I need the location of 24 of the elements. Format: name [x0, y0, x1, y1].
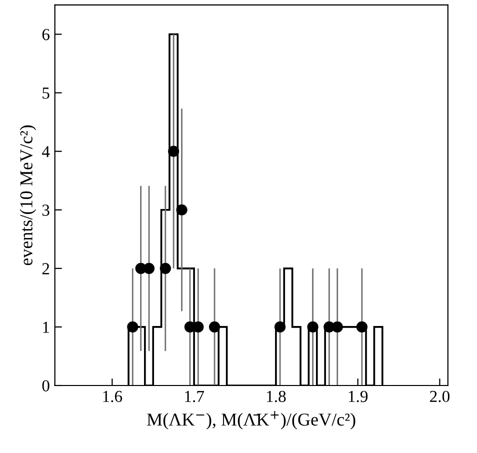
x-axis-title: M(ΛK$^{−}$), M(Λ̄K$^{+}$)/(GeV/c²): [147, 411, 356, 430]
point: [332, 321, 343, 333]
x-tick-label: 1.7: [185, 390, 204, 402]
y-tick-label: 3: [42, 204, 50, 216]
point: [143, 262, 155, 274]
x-tick-label: 1.8: [266, 390, 286, 402]
x-tick-label: 2.0: [430, 390, 450, 402]
y-tick-label: 2: [42, 263, 50, 274]
point: [127, 321, 138, 333]
y-tick-label: 0: [42, 380, 50, 392]
point: [208, 321, 220, 333]
y-tick-label: 5: [42, 88, 50, 99]
y-tick-label: 1: [43, 322, 49, 333]
y-axis-title: events/(10 MeV/c²): [20, 125, 36, 266]
y-tick-label: 4: [42, 146, 50, 158]
point: [160, 262, 171, 274]
y-tick-label: 6: [42, 29, 50, 40]
x-tick-label: 1.9: [348, 390, 368, 402]
point: [356, 321, 368, 333]
point: [274, 321, 286, 333]
point: [307, 321, 318, 333]
x-tick-label: 1.6: [103, 390, 122, 402]
point: [168, 146, 180, 157]
point: [176, 204, 188, 216]
